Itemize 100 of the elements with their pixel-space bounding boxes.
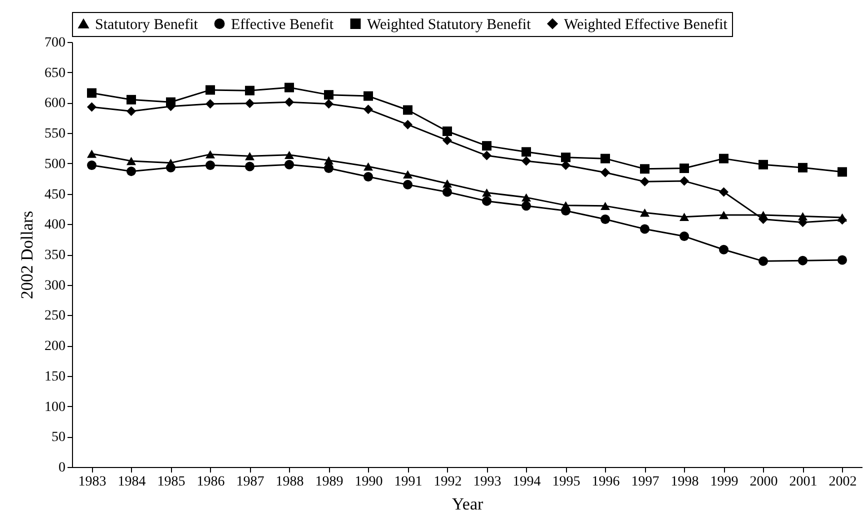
point bbox=[482, 188, 492, 197]
legend-label: Statutory Benefit bbox=[95, 16, 199, 33]
point bbox=[245, 162, 254, 172]
point bbox=[126, 94, 136, 104]
point bbox=[284, 97, 294, 107]
point bbox=[680, 212, 689, 221]
point bbox=[719, 210, 728, 220]
y-tick-label: 0 bbox=[58, 460, 66, 476]
x-tick-label: 1989 bbox=[315, 474, 344, 490]
y-tick-label: 600 bbox=[44, 96, 66, 112]
point bbox=[87, 88, 96, 98]
point bbox=[126, 166, 136, 176]
point bbox=[245, 98, 254, 108]
point bbox=[206, 160, 215, 170]
point bbox=[364, 91, 373, 101]
point bbox=[364, 104, 373, 114]
y-tick-label: 500 bbox=[44, 156, 66, 172]
point bbox=[719, 187, 728, 197]
y-tick-label: 150 bbox=[44, 369, 66, 384]
point bbox=[719, 244, 728, 254]
y-tick-label: 300 bbox=[44, 278, 66, 294]
y-tick-label: 250 bbox=[44, 308, 66, 324]
point bbox=[324, 156, 334, 164]
point bbox=[403, 105, 412, 115]
point bbox=[403, 170, 412, 178]
x-tick-label: 1988 bbox=[276, 474, 304, 490]
y-tick-label: 50 bbox=[52, 430, 66, 446]
point bbox=[640, 208, 650, 217]
point bbox=[561, 152, 570, 162]
point bbox=[798, 162, 808, 172]
x-tick-label: 1983 bbox=[78, 474, 106, 490]
x-tick-label: 1999 bbox=[710, 474, 738, 490]
point bbox=[758, 256, 768, 266]
x-tick-label: 1985 bbox=[157, 474, 186, 490]
point bbox=[600, 154, 610, 164]
point bbox=[206, 99, 215, 109]
legend-label: Weighted Statutory Benefit bbox=[367, 16, 532, 33]
x-tick-label: 1990 bbox=[354, 474, 383, 490]
point bbox=[522, 156, 531, 166]
point bbox=[640, 164, 650, 174]
x-tick-label: 1987 bbox=[236, 474, 264, 490]
y-tick-label: 350 bbox=[44, 248, 66, 263]
point bbox=[166, 162, 176, 172]
point bbox=[126, 156, 136, 166]
x-tick-label: 1992 bbox=[434, 474, 462, 490]
point bbox=[640, 224, 650, 234]
point bbox=[442, 179, 452, 188]
point bbox=[719, 154, 728, 164]
point bbox=[838, 167, 847, 177]
point bbox=[403, 120, 412, 130]
point bbox=[482, 196, 492, 206]
point bbox=[245, 86, 254, 96]
x-tick-label: 2001 bbox=[789, 474, 818, 490]
point bbox=[640, 176, 650, 186]
point bbox=[284, 160, 294, 170]
y-tick-label: 700 bbox=[44, 36, 66, 50]
point bbox=[364, 162, 373, 171]
point bbox=[87, 102, 96, 112]
point bbox=[600, 214, 610, 224]
point bbox=[680, 232, 689, 242]
point bbox=[482, 150, 492, 160]
point bbox=[680, 176, 689, 186]
point bbox=[561, 206, 570, 216]
point bbox=[522, 147, 531, 157]
point bbox=[403, 180, 412, 190]
point bbox=[798, 256, 808, 266]
point bbox=[324, 90, 334, 100]
x-tick-label: 2000 bbox=[750, 474, 778, 490]
point bbox=[126, 106, 136, 116]
point bbox=[522, 201, 531, 211]
y-tick-label: 100 bbox=[44, 400, 66, 415]
point bbox=[206, 85, 215, 95]
point bbox=[324, 164, 334, 174]
point bbox=[600, 168, 610, 178]
point bbox=[245, 152, 254, 160]
legend-label: Weighted Effective Benefit bbox=[564, 16, 728, 33]
y-tick-label: 400 bbox=[44, 218, 66, 233]
legend-label: Effective Benefit bbox=[231, 16, 334, 33]
x-tick-label: 1998 bbox=[670, 474, 699, 490]
x-tick-label: 1994 bbox=[512, 474, 541, 490]
point bbox=[442, 126, 452, 136]
y-tick-label: 650 bbox=[44, 66, 66, 81]
point bbox=[680, 164, 689, 174]
y-tick-label: 450 bbox=[44, 187, 66, 202]
point bbox=[364, 172, 373, 182]
x-tick-label: 1997 bbox=[631, 474, 660, 490]
point bbox=[442, 136, 452, 146]
point bbox=[758, 160, 768, 170]
point bbox=[206, 150, 215, 158]
y-tick-label: 200 bbox=[44, 339, 66, 354]
x-tick-label: 1996 bbox=[592, 474, 620, 490]
point bbox=[482, 141, 492, 151]
x-tick-label: 1993 bbox=[473, 474, 502, 490]
y-axis-title: 2002 Dollars bbox=[18, 210, 36, 300]
point bbox=[522, 193, 531, 202]
x-axis-title: Year bbox=[452, 494, 484, 514]
point bbox=[442, 187, 452, 197]
y-tick-label: 550 bbox=[44, 126, 66, 142]
x-tick-label: 1984 bbox=[118, 474, 146, 490]
point bbox=[284, 150, 294, 160]
